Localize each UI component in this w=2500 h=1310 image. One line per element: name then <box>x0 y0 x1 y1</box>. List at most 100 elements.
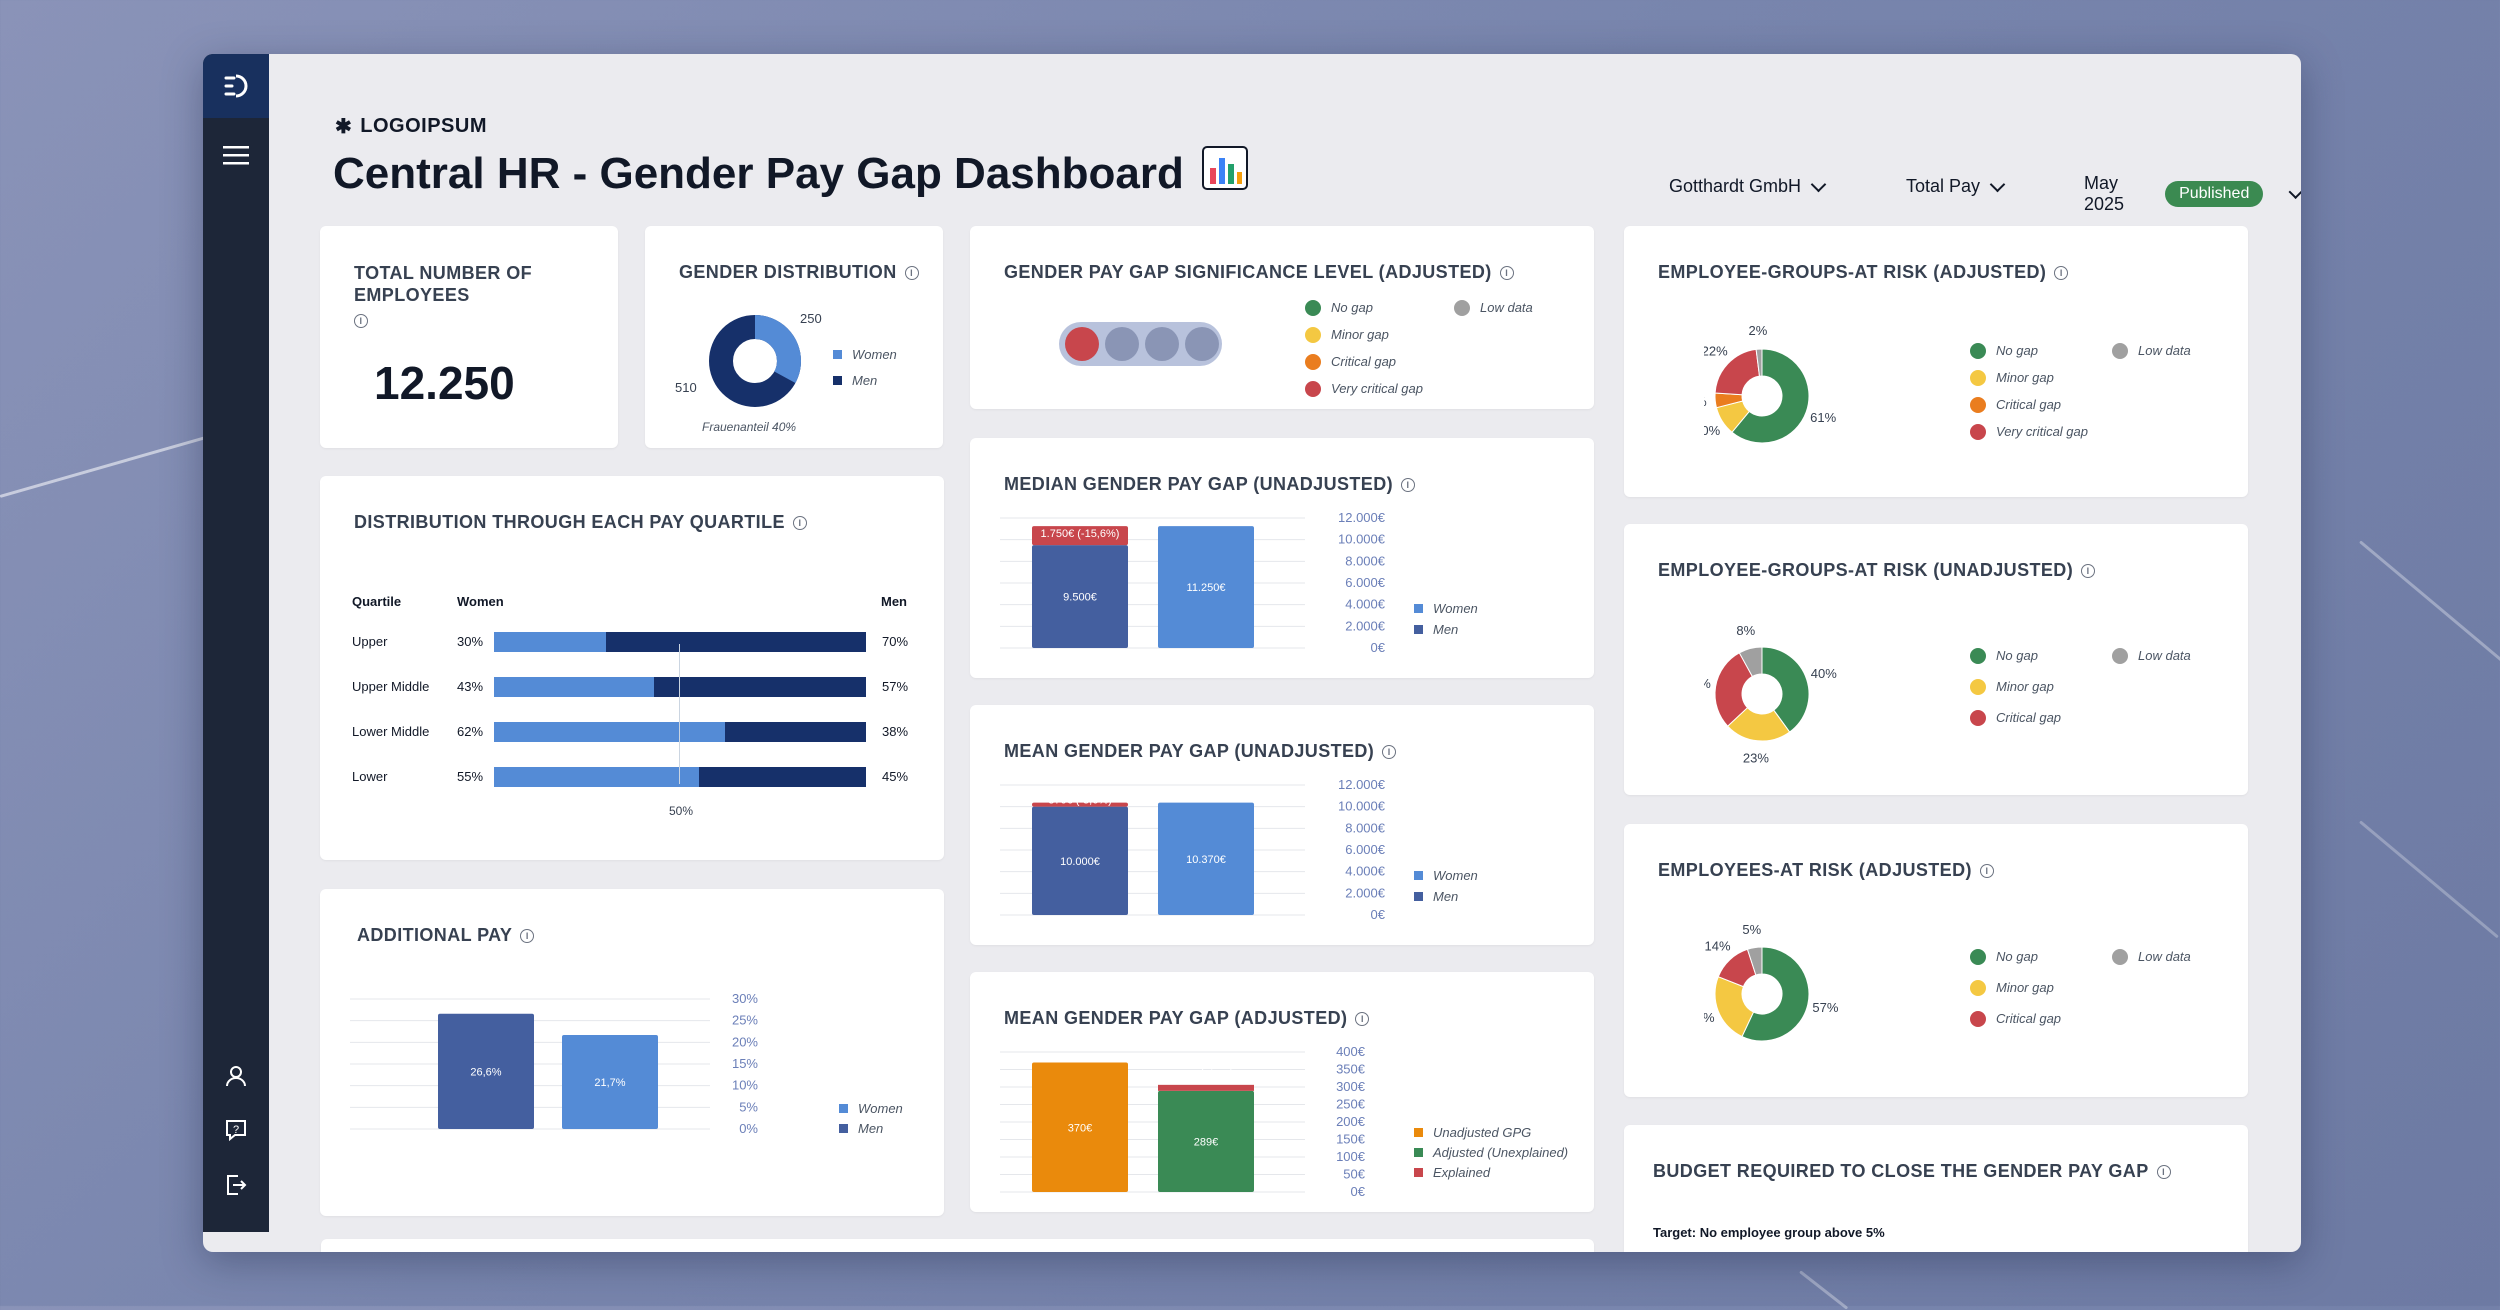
women-bar-label: 11.250€ <box>1187 582 1226 594</box>
info-icon[interactable]: i <box>904 265 919 280</box>
info-icon[interactable]: i <box>1401 477 1415 492</box>
quartile-row: Lower Middle 62% 38% <box>352 722 922 742</box>
legend-unadjusted: Unadjusted GPG <box>1433 1124 1532 1140</box>
risk-adjusted-donut: 61% 10% 5% 22% 2% <box>1704 323 1837 444</box>
legend-swatch <box>1414 625 1423 634</box>
indicator-light <box>1185 327 1219 361</box>
men-share-label: 57% <box>882 679 909 694</box>
women-bar-segment <box>494 722 725 742</box>
company-select[interactable]: Gotthardt GmbH <box>1669 176 1827 197</box>
info-icon[interactable]: i <box>1382 744 1397 759</box>
info-icon[interactable]: i <box>2156 1164 2171 1179</box>
legend-dot <box>2112 948 2128 965</box>
y-tick-label: 10% <box>732 1078 758 1093</box>
significance-card: GENDER PAY GAP SIGNIFICANCE LEVEL (ADJUS… <box>970 226 1594 409</box>
slice-label: 14% <box>1704 939 1730 954</box>
card-title: EMPLOYEES-AT RISK (ADJUSTED) <box>1658 860 1972 880</box>
info-icon[interactable]: i <box>354 314 368 328</box>
y-tick-label: 20% <box>732 1034 758 1049</box>
column-header: Men <box>881 594 907 609</box>
slice-label: 8% <box>1736 623 1755 638</box>
quartile-bar <box>494 767 866 787</box>
info-icon[interactable]: i <box>2054 265 2069 280</box>
y-tick-label: 50€ <box>1343 1167 1365 1182</box>
legend-critical-gap: Critical gap <box>1996 710 2062 725</box>
y-tick-label: 0€ <box>1351 1184 1366 1199</box>
midline <box>679 644 680 784</box>
card-title: GENDER DISTRIBUTION <box>679 262 897 282</box>
y-tick-label: 10.000€ <box>1338 799 1386 814</box>
help-icon[interactable]: ? <box>220 1114 252 1146</box>
y-tick-label: 4.000€ <box>1345 597 1386 612</box>
y-tick-label: 200€ <box>1336 1114 1366 1129</box>
legend-no-gap: No gap <box>1331 300 1373 315</box>
legend-dot <box>1970 979 1986 996</box>
info-icon[interactable]: i <box>1499 265 1514 280</box>
donut-slice <box>1741 946 1810 1042</box>
risk-unadjusted-donut: 40% 23% 29% 8% <box>1704 623 1837 766</box>
y-tick-label: 5% <box>739 1099 758 1114</box>
donut-women-label: 250 <box>800 311 822 326</box>
legend-very-critical-gap: Very critical gap <box>1996 424 2088 439</box>
men-bar <box>1032 806 1128 915</box>
employees-risk-card: EMPLOYEES-AT RISK (ADJUSTED)i 57%24%14%5… <box>1624 824 2248 1097</box>
menu-icon[interactable] <box>220 139 252 171</box>
quartile-name: Upper <box>352 634 388 649</box>
asterisk-logo-icon: ✱ <box>335 116 353 138</box>
slice-label: 5% <box>1704 394 1707 409</box>
company-select-value: Gotthardt GmbH <box>1669 176 1802 196</box>
info-icon[interactable]: i <box>2081 563 2096 578</box>
y-tick-label: 2.000€ <box>1345 885 1386 900</box>
brand: ✱ LOGOIPSUM <box>335 114 487 139</box>
men-bar-label: 10.000€ <box>1060 856 1100 868</box>
legend-swatch <box>1414 1147 1423 1157</box>
y-tick-label: 0% <box>739 1121 758 1136</box>
slice-label: 57% <box>1812 1000 1838 1015</box>
legend-minor-gap: Minor gap <box>1331 327 1389 342</box>
legend-minor-gap: Minor gap <box>1996 370 2054 385</box>
y-tick-label: 30% <box>732 991 758 1006</box>
pay-type-select[interactable]: Total Pay <box>1906 176 2006 197</box>
y-tick-label: 300€ <box>1336 1079 1366 1094</box>
midline-label: 50% <box>669 804 694 818</box>
info-icon[interactable]: i <box>520 928 535 943</box>
info-icon[interactable]: i <box>1355 1011 1370 1026</box>
legend-women: Women <box>852 346 897 362</box>
indicator-light <box>1105 327 1139 361</box>
slice-label: 29% <box>1704 676 1711 691</box>
gap-bar-label: 370€ (-3,6%) <box>1048 795 1112 807</box>
sidebar: ? <box>203 54 269 1232</box>
donut-slice <box>1746 946 1763 976</box>
info-icon[interactable]: i <box>1979 863 1994 878</box>
y-tick-label: 8.000€ <box>1345 820 1386 835</box>
user-icon[interactable] <box>220 1060 252 1092</box>
gap-bar-label: 1.750€ (-15,6%) <box>1041 528 1120 540</box>
quartile-name: Upper Middle <box>352 679 430 694</box>
men-bar <box>438 1013 534 1129</box>
legend-swatch <box>1414 892 1423 901</box>
slice-label: 61% <box>1810 410 1836 425</box>
app-window: ? ✱ LOGOIPSUM Central HR - Gender Pay Ga… <box>203 54 2301 1252</box>
card-title: ADDITIONAL PAY <box>357 925 513 945</box>
slice-label: 5% <box>1742 922 1761 937</box>
indicator-light <box>1145 327 1179 361</box>
legend-swatch <box>1414 871 1423 880</box>
legend-dot <box>2112 647 2128 664</box>
card-title: EMPLOYEE-GROUPS-AT RISK (ADJUSTED) <box>1658 262 2047 282</box>
app-logo-icon[interactable] <box>203 54 269 118</box>
logout-icon[interactable] <box>220 1169 252 1201</box>
adjusted-bar <box>1158 1090 1254 1192</box>
women-bar-segment <box>494 767 699 787</box>
men-share-label: 70% <box>882 634 909 649</box>
indicator-light-active <box>1065 327 1099 361</box>
period-select[interactable]: May 2025 Published <box>2084 173 2301 215</box>
total-employees-value: 12.250 <box>374 357 515 409</box>
quartile-bar <box>494 722 866 742</box>
explained-bar-label: 81€ (0,8%) <box>1179 1060 1233 1072</box>
legend-dot <box>1970 1010 1986 1027</box>
mean-adjusted-card: MEAN GENDER PAY GAP (ADJUSTED) i 400€ 350€… <box>970 972 1594 1212</box>
info-icon[interactable]: i <box>792 515 807 530</box>
men-share-label: 38% <box>882 724 909 739</box>
legend-minor-gap: Minor gap <box>1996 679 2054 694</box>
legend-men: Men <box>858 1120 884 1136</box>
